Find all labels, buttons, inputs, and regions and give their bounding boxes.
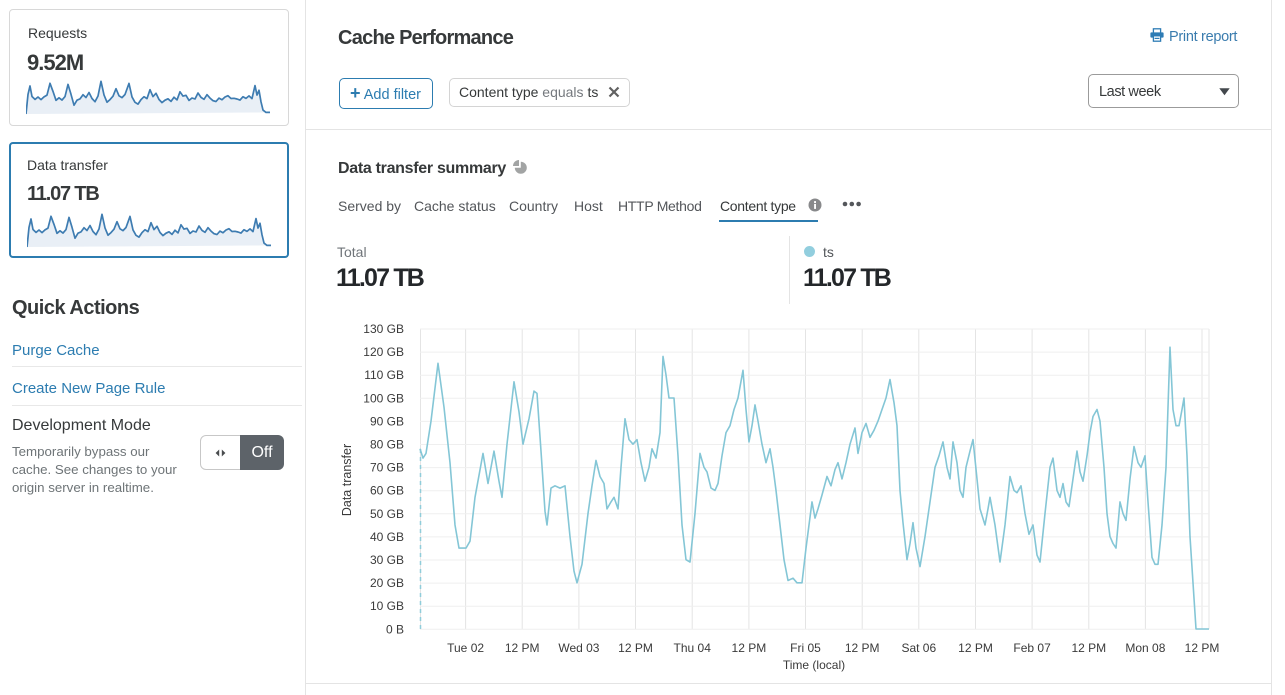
svg-text:110 GB: 110 GB	[364, 368, 404, 382]
svg-text:0 B: 0 B	[386, 622, 404, 636]
svg-text:70 GB: 70 GB	[370, 461, 404, 475]
svg-text:Time (local): Time (local)	[783, 658, 845, 672]
svg-text:Mon 08: Mon 08	[1125, 641, 1165, 655]
svg-text:Feb 07: Feb 07	[1013, 641, 1051, 655]
svg-text:12 PM: 12 PM	[505, 641, 540, 655]
svg-text:Data transfer: Data transfer	[340, 444, 354, 516]
svg-text:Wed 03: Wed 03	[558, 641, 599, 655]
svg-text:12 PM: 12 PM	[1071, 641, 1106, 655]
svg-text:80 GB: 80 GB	[370, 438, 404, 452]
svg-text:60 GB: 60 GB	[370, 484, 404, 498]
svg-text:40 GB: 40 GB	[370, 530, 404, 544]
svg-text:20 GB: 20 GB	[370, 576, 404, 590]
svg-text:12 PM: 12 PM	[845, 641, 880, 655]
svg-text:30 GB: 30 GB	[370, 553, 404, 567]
svg-text:Tue 02: Tue 02	[447, 641, 484, 655]
svg-text:120 GB: 120 GB	[363, 345, 404, 359]
svg-text:12 PM: 12 PM	[958, 641, 993, 655]
svg-text:Fri 05: Fri 05	[790, 641, 821, 655]
svg-text:Thu 04: Thu 04	[674, 641, 712, 655]
svg-text:12 PM: 12 PM	[732, 641, 767, 655]
svg-text:10 GB: 10 GB	[370, 599, 404, 613]
svg-text:100 GB: 100 GB	[363, 391, 404, 405]
svg-text:50 GB: 50 GB	[370, 507, 404, 521]
svg-text:130 GB: 130 GB	[363, 322, 404, 336]
svg-text:90 GB: 90 GB	[370, 414, 404, 428]
svg-text:12 PM: 12 PM	[618, 641, 653, 655]
svg-text:12 PM: 12 PM	[1185, 641, 1220, 655]
svg-text:Sat 06: Sat 06	[901, 641, 936, 655]
